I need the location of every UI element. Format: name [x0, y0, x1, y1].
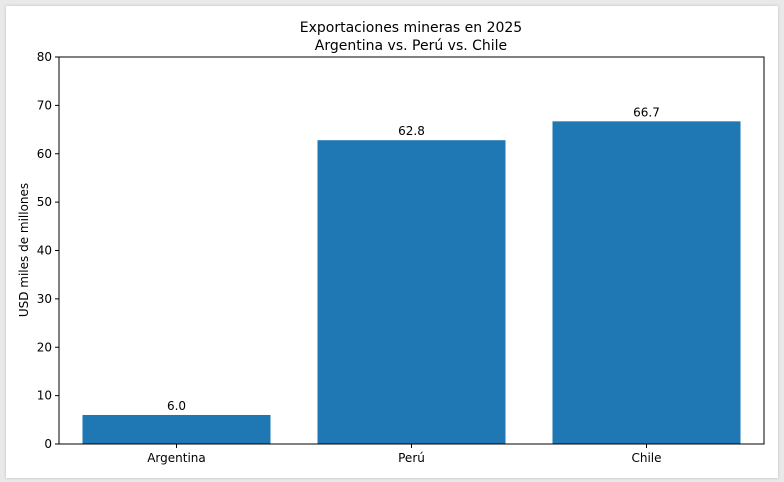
y-tick-label: 40	[37, 244, 52, 258]
plot-area: 6.0 Argentina 62.8 Perú 66.7 Chile 0 10 20 30 40 50…	[37, 50, 765, 465]
chart-subtitle: Argentina vs. Perú vs. Chile	[315, 38, 507, 54]
y-tick-label: 60	[37, 147, 52, 161]
x-tick-label-argentina: Argentina	[147, 451, 206, 465]
axes-frame	[58, 56, 765, 445]
y-tick-label: 50	[37, 195, 52, 209]
bar-chile	[552, 121, 741, 445]
bar-argentina	[82, 414, 271, 444]
y-tick-label: 20	[37, 340, 52, 354]
x-tick-label-chile: Chile	[631, 451, 661, 465]
y-tick-label: 30	[37, 292, 52, 306]
y-tick-label: 10	[37, 389, 52, 403]
data-label-argentina: 6.0	[167, 399, 186, 413]
bar-perú	[317, 140, 506, 444]
data-label-chile: 66.7	[633, 105, 660, 119]
y-tick-label: 0	[44, 437, 52, 451]
x-tick-label-perú: Perú	[398, 451, 425, 465]
y-tick-label: 80	[37, 50, 52, 64]
y-axis-label: USD miles de millones	[17, 183, 31, 317]
data-label-perú: 62.8	[398, 124, 425, 138]
y-tick-label: 70	[37, 98, 52, 112]
chart-title: Exportaciones mineras en 2025	[300, 20, 522, 36]
